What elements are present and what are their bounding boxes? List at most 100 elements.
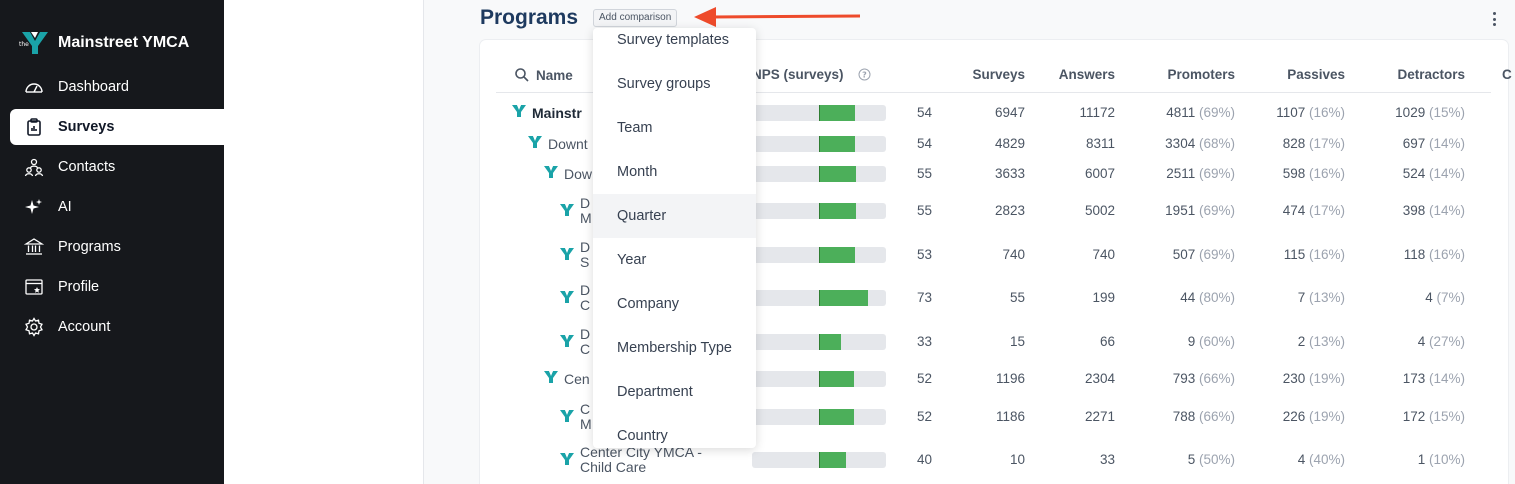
cell-number: 55: [916, 166, 932, 181]
column-header-promoters[interactable]: Promoters: [1167, 67, 1235, 82]
nps-value: 55: [882, 203, 932, 218]
cell-number: 226: [1282, 409, 1306, 424]
cell-number: 2271: [1084, 409, 1115, 424]
surveys-value: 6947: [925, 105, 1025, 120]
table-row-name[interactable]: Mainstr: [512, 104, 582, 121]
cell-percent: (69%): [1198, 166, 1235, 181]
sidebar-item-account[interactable]: Account: [10, 309, 224, 345]
cell-number: 230: [1282, 371, 1306, 386]
ymca-logo-icon: the: [18, 30, 50, 56]
ymca-logo-icon: [560, 409, 574, 426]
nps-bar: [752, 203, 886, 219]
row-name-line: D: [580, 195, 591, 211]
nps-bar-fill: [819, 136, 855, 152]
dropdown-item[interactable]: Team: [617, 120, 653, 136]
column-header-detractors[interactable]: Detractors: [1397, 67, 1465, 82]
gear-icon: [24, 317, 44, 337]
detractors-value: 398 (14%): [1345, 203, 1465, 218]
cell-number: 15: [1009, 334, 1025, 349]
add-comparison-button[interactable]: Add comparison: [593, 9, 678, 27]
nps-bar: [752, 290, 886, 306]
nps-value: 54: [882, 136, 932, 151]
cell-number: 4811: [1166, 105, 1196, 120]
column-header-surveys[interactable]: Surveys: [972, 67, 1025, 82]
column-header-answers[interactable]: Answers: [1058, 67, 1115, 82]
cell-number: 4: [1297, 452, 1306, 467]
cell-number: 10: [1009, 452, 1025, 467]
answers-value: 740: [1015, 247, 1115, 262]
table-row-name[interactable]: Downt: [528, 135, 588, 152]
column-header-extra[interactable]: C: [1502, 67, 1512, 82]
passives-value: 1107 (16%): [1225, 105, 1345, 120]
brand[interactable]: the Mainstreet YMCA: [18, 30, 189, 56]
nps-bar-fill: [819, 247, 855, 263]
nps-value: 73: [882, 290, 932, 305]
nps-value: 52: [882, 409, 932, 424]
sidebar-item-programs[interactable]: Programs: [10, 229, 224, 265]
sidebar-item-contacts[interactable]: Contacts: [10, 149, 224, 185]
table-row-name[interactable]: Cen: [544, 370, 590, 387]
help-icon[interactable]: ?: [858, 68, 871, 81]
column-header-passives[interactable]: Passives: [1287, 67, 1345, 82]
sidebar-item-surveys[interactable]: Surveys: [10, 109, 224, 145]
cell-number: 9: [1187, 334, 1196, 349]
ymca-logo-icon: [544, 370, 558, 387]
surveys-value: 1196: [925, 371, 1025, 386]
row-name-line: C: [580, 297, 591, 313]
dropdown-item[interactable]: Survey groups: [617, 76, 711, 92]
dropdown-item[interactable]: Year: [617, 252, 647, 268]
row-name: Downt: [548, 135, 588, 152]
promoters-value: 793 (66%): [1115, 371, 1235, 386]
nps-bar: [752, 247, 886, 263]
table-row-name[interactable]: Dow: [544, 165, 592, 182]
nps-value: 33: [882, 334, 932, 349]
table-row-name[interactable]: Center City YMCA - Child Care: [560, 445, 702, 475]
dropdown-item[interactable]: Month: [617, 164, 658, 180]
answers-value: 2304: [1015, 371, 1115, 386]
cell-number: 793: [1172, 371, 1196, 386]
cell-number: 474: [1282, 203, 1306, 218]
cell-number: 5002: [1084, 203, 1115, 218]
dropdown-item[interactable]: Survey templates: [617, 32, 730, 48]
detractors-value: 173 (14%): [1345, 371, 1465, 386]
cell-number: 398: [1402, 203, 1426, 218]
search-icon[interactable]: [514, 67, 530, 83]
cell-percent: (14%): [1428, 203, 1465, 218]
passives-value: 115 (16%): [1225, 247, 1345, 262]
nps-bar: [752, 166, 886, 182]
cell-percent: (13%): [1308, 334, 1345, 349]
promoters-value: 5 (50%): [1115, 452, 1235, 467]
cell-number: 507: [1172, 247, 1196, 262]
column-header-name[interactable]: Name: [514, 67, 573, 83]
sidebar-item-dashboard[interactable]: Dashboard: [10, 69, 224, 105]
dropdown-item[interactable]: Department: [617, 384, 693, 400]
cell-percent: (17%): [1308, 203, 1345, 218]
cell-percent: (16%): [1308, 247, 1345, 262]
cell-number: 2304: [1084, 371, 1115, 386]
dropdown-item[interactable]: Company: [617, 296, 680, 312]
dropdown-item[interactable]: Membership Type: [617, 340, 732, 356]
sidebar-item-ai[interactable]: AI: [10, 189, 224, 225]
row-name-line: C: [580, 401, 591, 417]
cell-number: 7: [1297, 290, 1306, 305]
sidebar-item-profile[interactable]: Profile: [10, 269, 224, 305]
cell-number: 40: [916, 452, 932, 467]
cell-percent: (16%): [1308, 105, 1345, 120]
cell-number: 697: [1402, 136, 1426, 151]
nps-bar: [752, 136, 886, 152]
column-header-nps[interactable]: NPS (surveys) ?: [752, 67, 871, 82]
ymca-logo-icon: [560, 203, 574, 220]
cell-number: 740: [1002, 247, 1025, 262]
promoters-value: 507 (69%): [1115, 247, 1235, 262]
dropdown-item[interactable]: Country: [617, 428, 668, 444]
more-options-icon[interactable]: [1488, 10, 1500, 28]
surveys-value: 740: [925, 247, 1025, 262]
cell-percent: (14%): [1428, 136, 1465, 151]
dropdown-item[interactable]: Quarter: [593, 194, 756, 238]
header-divider: [496, 92, 1491, 93]
